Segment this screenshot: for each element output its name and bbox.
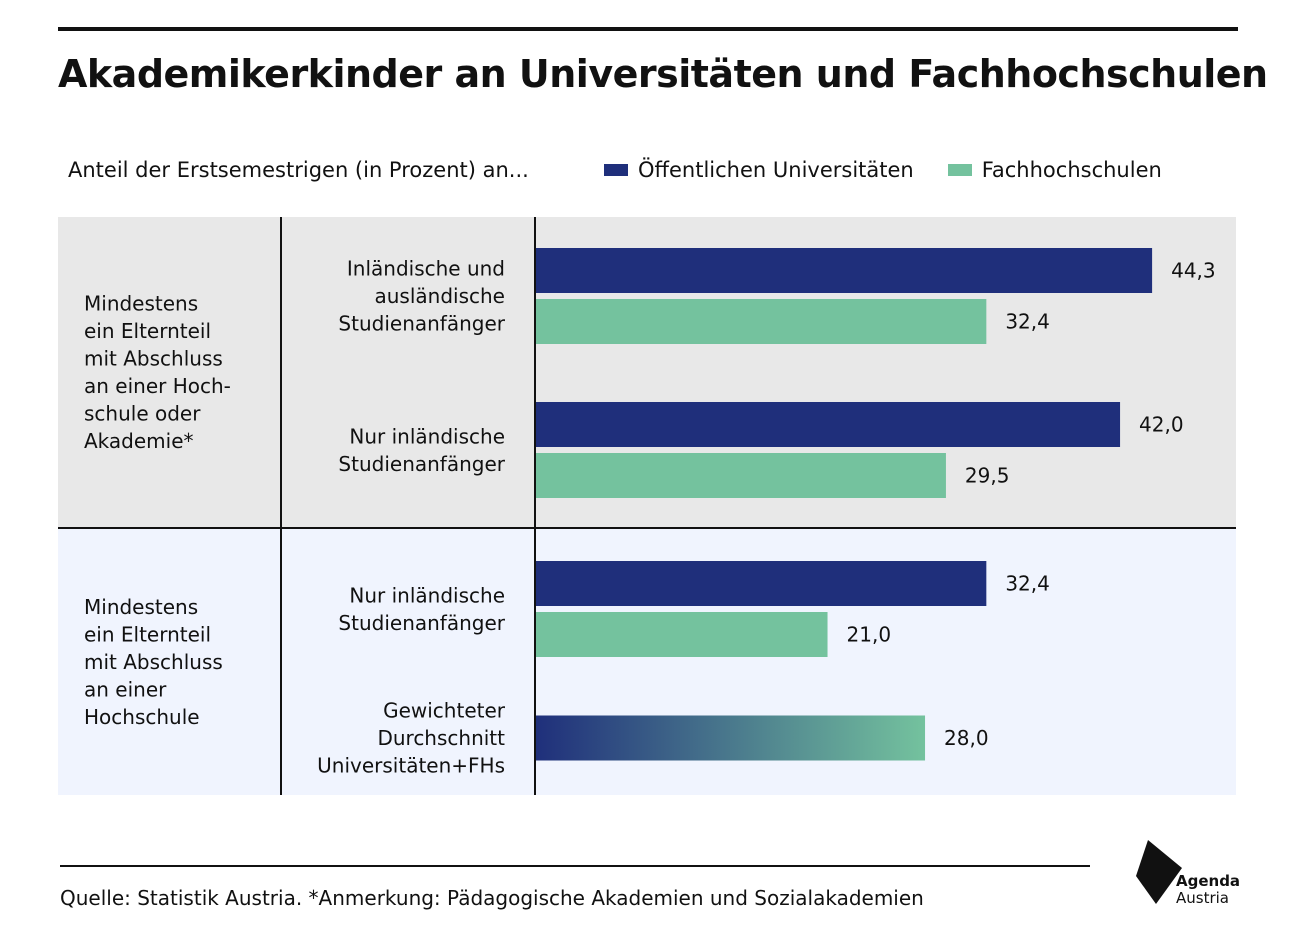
data-label: 21,0 xyxy=(847,623,892,647)
data-label: 29,5 xyxy=(965,464,1010,488)
data-label: 32,4 xyxy=(1005,572,1050,596)
legend: Öffentlichen Universitäten Fachhochschul… xyxy=(604,158,1162,182)
bar-universities xyxy=(535,248,1153,293)
group-label: Akademie* xyxy=(84,429,194,453)
row-label: Nur inländische xyxy=(349,424,505,448)
group-label: mit Abschluss xyxy=(84,650,223,674)
agenda-austria-logo-icon xyxy=(1136,840,1182,904)
row-label: Studienanfänger xyxy=(338,611,505,635)
source-note: Quelle: Statistik Austria. *Anmerkung: P… xyxy=(60,886,924,910)
chart-subtitle: Anteil der Erstsemestrigen (in Prozent) … xyxy=(68,158,529,182)
legend-item-universities: Öffentlichen Universitäten xyxy=(604,158,914,182)
bar-fachhochschulen xyxy=(535,299,987,344)
group-label: Mindestens xyxy=(84,595,198,619)
data-label: 28,0 xyxy=(944,726,989,750)
group-label: Hochschule xyxy=(84,705,200,729)
row-label: Nur inländische xyxy=(349,583,505,607)
bar-universities xyxy=(535,402,1121,447)
logo-text-line1: Agenda xyxy=(1176,872,1241,890)
row-label: Studienanfänger xyxy=(338,452,505,476)
row-label: ausländische xyxy=(375,284,506,308)
group-label: ein Elternteil xyxy=(84,319,211,343)
chart-title: Akademikerkinder an Universitäten und Fa… xyxy=(58,52,1268,96)
bar-universities xyxy=(535,561,987,606)
group-label: ein Elternteil xyxy=(84,623,211,647)
row-label: Gewichteter xyxy=(383,699,506,723)
data-label: 44,3 xyxy=(1171,259,1216,283)
legend-label-fachhochschulen: Fachhochschulen xyxy=(981,158,1162,182)
group-label: Mindestens xyxy=(84,291,198,315)
top-rule xyxy=(58,27,1238,31)
row-label: Inländische und xyxy=(347,257,505,281)
logo-text-line2: Austria xyxy=(1176,889,1229,907)
data-label: 42,0 xyxy=(1139,413,1184,437)
legend-swatch-fachhochschulen xyxy=(947,164,972,176)
bar-fachhochschulen xyxy=(535,453,946,498)
group-label: mit Abschluss xyxy=(84,346,223,370)
group-label: an einer Hoch- xyxy=(84,374,231,398)
bar-fachhochschulen xyxy=(535,612,828,657)
data-label: 32,4 xyxy=(1005,310,1050,334)
legend-label-universities: Öffentlichen Universitäten xyxy=(638,158,914,182)
group-label: an einer xyxy=(84,678,167,702)
legend-item-fachhochschulen: Fachhochschulen xyxy=(947,158,1162,182)
group-label: schule oder xyxy=(84,401,201,425)
row-label: Universitäten+FHs xyxy=(317,754,505,778)
bar-weighted-average xyxy=(535,715,926,761)
row-label: Studienanfänger xyxy=(338,312,505,336)
legend-swatch-universities xyxy=(604,164,628,176)
bottom-rule xyxy=(60,865,1090,867)
row-label: Durchschnitt xyxy=(377,726,505,750)
